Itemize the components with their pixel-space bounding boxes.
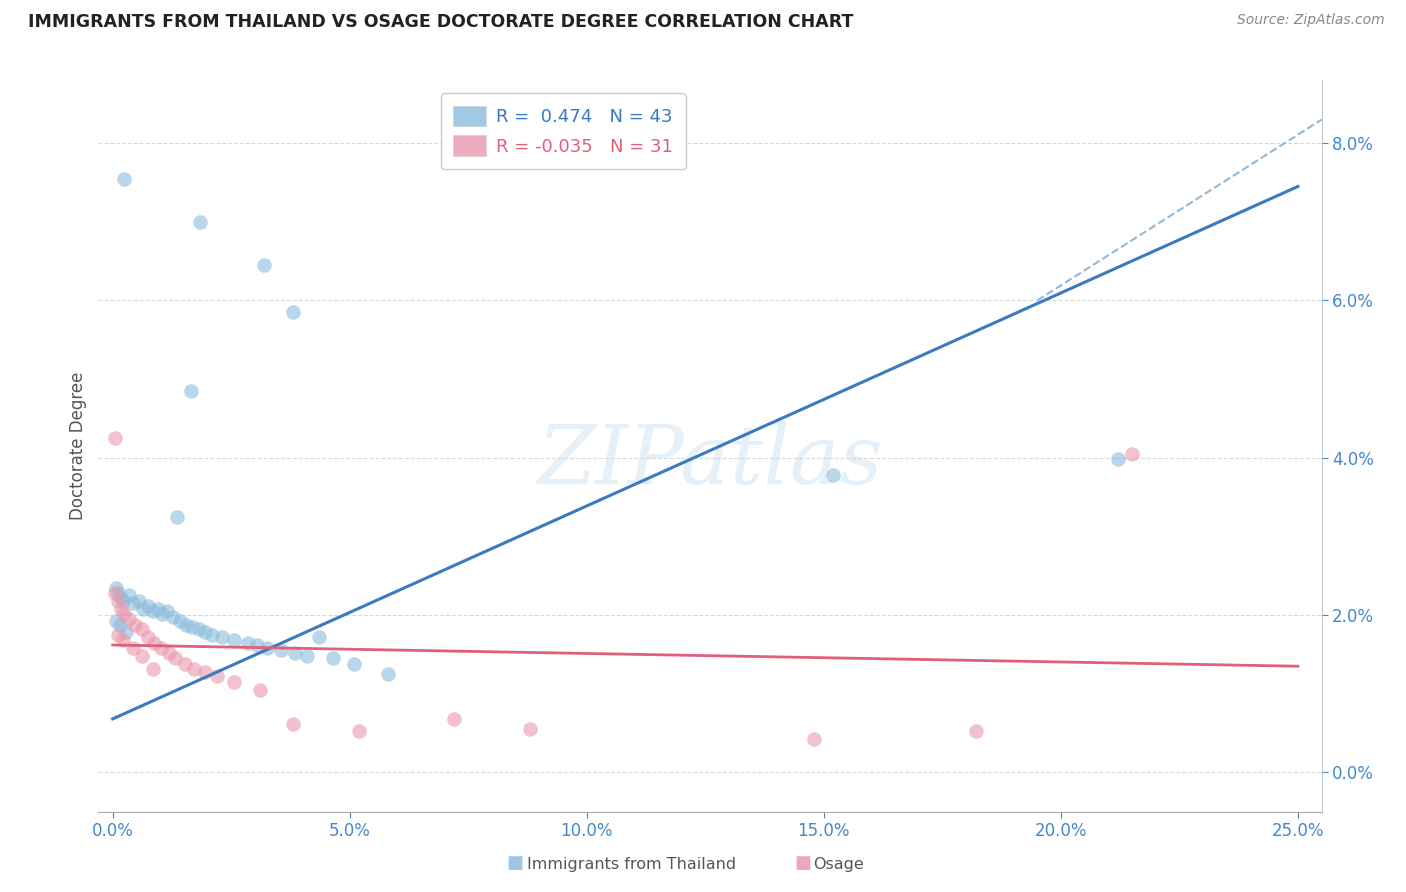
Point xyxy=(169,615,191,629)
Point xyxy=(110,602,132,616)
Point xyxy=(823,468,845,483)
Point xyxy=(118,612,141,626)
Point xyxy=(211,630,233,644)
Point xyxy=(166,509,188,524)
Point xyxy=(112,633,135,648)
Point xyxy=(180,384,202,398)
Point xyxy=(112,594,135,608)
Point xyxy=(124,617,146,632)
Point xyxy=(121,641,143,656)
Point xyxy=(194,625,217,640)
Text: Source: ZipAtlas.com: Source: ZipAtlas.com xyxy=(1237,13,1385,28)
Point xyxy=(194,665,217,679)
Text: Osage: Osage xyxy=(813,857,863,872)
Y-axis label: Doctorate Degree: Doctorate Degree xyxy=(69,372,87,520)
Point xyxy=(173,657,195,671)
Point xyxy=(281,716,304,731)
Point xyxy=(236,635,259,649)
Point xyxy=(205,669,228,683)
Point xyxy=(131,648,153,663)
Point xyxy=(201,628,224,642)
Point xyxy=(322,651,344,665)
Point xyxy=(104,431,127,445)
Point xyxy=(115,625,138,640)
Point xyxy=(181,620,204,634)
Point xyxy=(156,604,179,618)
Point xyxy=(157,646,180,660)
Point xyxy=(183,662,205,676)
Point xyxy=(136,630,159,644)
Point xyxy=(377,667,399,681)
Point xyxy=(128,594,150,608)
Point xyxy=(132,602,155,616)
Point xyxy=(142,604,165,618)
Point xyxy=(162,609,184,624)
Point xyxy=(114,607,136,621)
Point xyxy=(121,596,143,610)
Point xyxy=(131,622,153,636)
Point xyxy=(110,591,132,605)
Text: Immigrants from Thailand: Immigrants from Thailand xyxy=(527,857,737,872)
Point xyxy=(253,258,276,272)
Point xyxy=(152,607,174,621)
Point xyxy=(136,599,159,613)
Point xyxy=(105,615,128,629)
Text: ■: ■ xyxy=(506,855,523,872)
Point xyxy=(965,724,987,739)
Point xyxy=(143,635,166,649)
Point xyxy=(104,586,127,600)
Point xyxy=(118,589,141,603)
Point xyxy=(222,633,245,648)
Text: IMMIGRANTS FROM THAILAND VS OSAGE DOCTORATE DEGREE CORRELATION CHART: IMMIGRANTS FROM THAILAND VS OSAGE DOCTOR… xyxy=(28,13,853,31)
Legend: R =  0.474   N = 43, R = -0.035   N = 31: R = 0.474 N = 43, R = -0.035 N = 31 xyxy=(440,93,686,169)
Point xyxy=(150,641,173,656)
Point xyxy=(174,617,197,632)
Point xyxy=(187,622,209,636)
Point xyxy=(295,648,318,663)
Point xyxy=(270,643,292,657)
Point xyxy=(519,722,541,736)
Text: ZIPatlas: ZIPatlas xyxy=(537,421,883,500)
Point xyxy=(142,662,165,676)
Point xyxy=(343,657,366,671)
Point xyxy=(108,617,131,632)
Point xyxy=(222,675,245,690)
Point xyxy=(347,724,370,739)
Point xyxy=(1121,447,1143,461)
Point xyxy=(284,646,307,660)
Point xyxy=(114,171,136,186)
Point xyxy=(107,594,129,608)
Point xyxy=(1107,452,1129,467)
Text: ■: ■ xyxy=(794,855,811,872)
Point xyxy=(165,651,187,665)
Point xyxy=(308,630,330,644)
Point xyxy=(256,641,278,656)
Point xyxy=(281,305,304,319)
Point xyxy=(246,638,269,652)
Point xyxy=(188,215,211,229)
Point xyxy=(443,712,465,726)
Point xyxy=(105,581,128,595)
Point xyxy=(146,602,169,616)
Point xyxy=(249,682,271,697)
Point xyxy=(107,628,129,642)
Point xyxy=(803,732,825,747)
Point xyxy=(107,586,129,600)
